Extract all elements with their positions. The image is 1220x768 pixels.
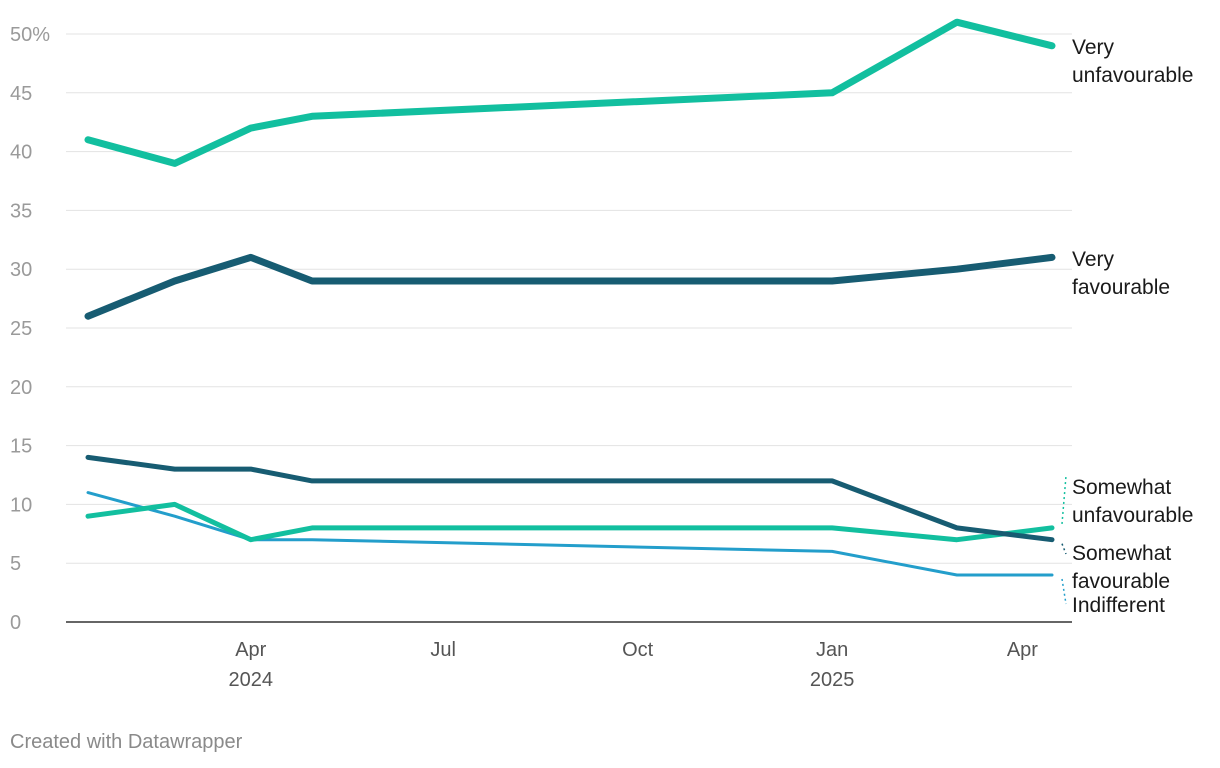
series-label: favourable	[1072, 276, 1170, 299]
series-label: unfavourable	[1072, 64, 1193, 87]
y-tick-label: 25	[10, 318, 32, 340]
y-tick-label: 30	[10, 259, 32, 281]
x-tick-label: Apr	[235, 639, 266, 661]
y-tick-label: 20	[10, 377, 32, 399]
series-label: Indifferent	[1072, 594, 1165, 617]
series-line	[84, 18, 1056, 167]
y-tick-label: 50%	[10, 24, 50, 46]
y-tick-label: 40	[10, 142, 32, 164]
x-tick-year-label: 2025	[810, 669, 855, 691]
series-label-connector	[1061, 578, 1067, 605]
x-tick-label: Jan	[816, 639, 848, 661]
series-line	[85, 501, 1055, 543]
series-line	[84, 253, 1056, 320]
x-tick-label: Oct	[622, 639, 654, 661]
series-label-connector	[1061, 543, 1067, 555]
series-label: Somewhat	[1072, 476, 1171, 499]
y-tick-label: 15	[10, 436, 32, 458]
x-tick-year-label: 2024	[229, 669, 274, 691]
series-label: Somewhat	[1072, 542, 1171, 565]
series-label: favourable	[1072, 570, 1170, 593]
series-label: Very	[1072, 36, 1115, 59]
series-label: Very	[1072, 248, 1115, 271]
series-line	[85, 454, 1055, 543]
footer-credit: Created with Datawrapper	[10, 731, 243, 753]
y-tick-label: 35	[10, 200, 32, 222]
y-tick-label: 10	[10, 494, 32, 516]
y-tick-label: 0	[10, 612, 21, 634]
x-tick-label: Jul	[430, 639, 456, 661]
x-tick-label: Apr	[1007, 639, 1038, 661]
y-tick-label: 5	[10, 553, 21, 575]
series-line	[86, 491, 1054, 577]
series-label: unfavourable	[1072, 504, 1193, 527]
series-label-connector	[1061, 475, 1067, 524]
y-tick-label: 45	[10, 83, 32, 105]
